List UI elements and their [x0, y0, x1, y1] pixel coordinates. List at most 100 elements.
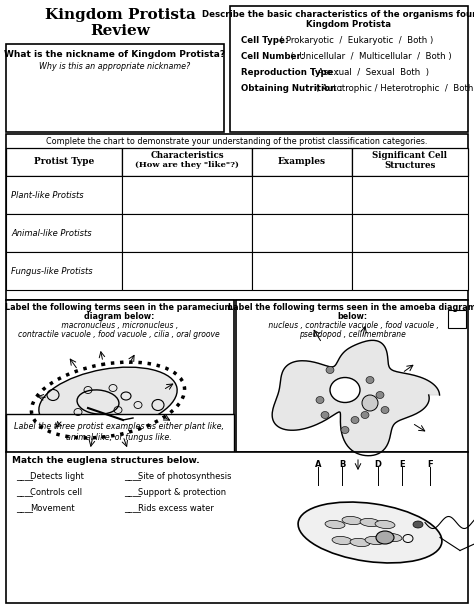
- Ellipse shape: [362, 395, 378, 411]
- Bar: [6, 414, 234, 452]
- Text: A: A: [315, 460, 321, 469]
- Text: Obtaining Nutrition :: Obtaining Nutrition :: [241, 84, 343, 93]
- Bar: [122, 252, 252, 290]
- Ellipse shape: [325, 520, 345, 528]
- Text: contractile vacuole , food vacuole , cilia , oral groove: contractile vacuole , food vacuole , cil…: [18, 330, 220, 339]
- Text: Describe the basic characteristics of the organisms found in: Describe the basic characteristics of th…: [202, 10, 474, 19]
- Text: Rids excess water: Rids excess water: [138, 504, 214, 513]
- Text: Characteristics: Characteristics: [150, 151, 224, 160]
- Ellipse shape: [366, 376, 374, 384]
- Text: B: B: [339, 460, 345, 469]
- Bar: [122, 176, 252, 214]
- Bar: [6, 134, 468, 300]
- Text: (How are they "like"?): (How are they "like"?): [135, 161, 239, 169]
- Ellipse shape: [361, 411, 369, 419]
- Bar: [6, 44, 224, 132]
- Text: ____: ____: [16, 472, 33, 481]
- Ellipse shape: [365, 536, 385, 544]
- Text: Movement: Movement: [30, 504, 74, 513]
- Text: Kingdom Protista: Kingdom Protista: [307, 20, 392, 29]
- Polygon shape: [272, 340, 439, 455]
- Text: Label the following terms seen in the paramecium: Label the following terms seen in the pa…: [5, 303, 233, 312]
- Text: diagram below:: diagram below:: [84, 312, 154, 321]
- Bar: [252, 214, 352, 252]
- Text: Plant-like Protists: Plant-like Protists: [11, 191, 83, 199]
- Bar: [352, 148, 468, 176]
- Ellipse shape: [360, 519, 380, 527]
- Text: ____: ____: [124, 504, 141, 513]
- Text: Why is this an appropriate nickname?: Why is this an appropriate nickname?: [39, 62, 191, 71]
- Bar: [448, 310, 466, 328]
- Text: ( Asexual  /  Sexual  Both  ): ( Asexual / Sexual Both ): [309, 68, 429, 77]
- Ellipse shape: [375, 520, 395, 528]
- Text: Complete the chart to demonstrate your understanding of the protist classificati: Complete the chart to demonstrate your u…: [46, 137, 428, 146]
- Ellipse shape: [316, 397, 324, 403]
- Text: ( Prokaryotic  /  Eukaryotic  /  Both ): ( Prokaryotic / Eukaryotic / Both ): [277, 36, 433, 45]
- Text: Match the euglena structures below.: Match the euglena structures below.: [12, 456, 200, 465]
- Ellipse shape: [413, 521, 423, 528]
- Text: Label the three protist examples as either plant like,: Label the three protist examples as eith…: [14, 422, 224, 431]
- Ellipse shape: [351, 416, 359, 424]
- Text: Fungus-like Protists: Fungus-like Protists: [11, 267, 92, 275]
- Bar: [352, 176, 468, 214]
- Text: macronucleus , micronucleus ,: macronucleus , micronucleus ,: [59, 321, 179, 330]
- Ellipse shape: [341, 427, 349, 433]
- Bar: [352, 214, 468, 252]
- Text: Reproduction Type :: Reproduction Type :: [241, 68, 339, 77]
- Ellipse shape: [376, 531, 394, 544]
- Text: below:: below:: [337, 312, 367, 321]
- Text: ____: ____: [124, 488, 141, 497]
- Text: Structures: Structures: [384, 161, 436, 170]
- Text: Label the following terms seen in the amoeba diagram: Label the following terms seen in the am…: [228, 303, 474, 312]
- Text: E: E: [399, 460, 405, 469]
- Text: F: F: [427, 460, 433, 469]
- Text: Support & protection: Support & protection: [138, 488, 226, 497]
- Text: (  Unicellular  /  Multicellular  /  Both ): ( Unicellular / Multicellular / Both ): [285, 52, 452, 61]
- Text: Significant Cell: Significant Cell: [373, 151, 447, 160]
- Bar: [252, 176, 352, 214]
- Bar: [122, 148, 252, 176]
- Text: ____: ____: [16, 504, 33, 513]
- Text: ____: ____: [124, 472, 141, 481]
- Text: Animal-like Protists: Animal-like Protists: [11, 229, 91, 237]
- Ellipse shape: [330, 378, 360, 403]
- Ellipse shape: [332, 536, 352, 544]
- Ellipse shape: [321, 411, 329, 419]
- Text: D: D: [374, 460, 382, 469]
- Ellipse shape: [39, 367, 177, 433]
- Bar: [6, 148, 122, 176]
- Text: Review: Review: [90, 24, 150, 38]
- Bar: [122, 214, 252, 252]
- Bar: [252, 252, 352, 290]
- Text: animal like, or fungus like.: animal like, or fungus like.: [66, 433, 172, 442]
- Bar: [236, 300, 468, 452]
- Ellipse shape: [382, 533, 402, 541]
- Text: Cell Number:: Cell Number:: [241, 52, 304, 61]
- Text: ____: ____: [16, 488, 33, 497]
- Text: Controls cell: Controls cell: [30, 488, 82, 497]
- Ellipse shape: [376, 392, 384, 398]
- Text: Examples: Examples: [278, 158, 326, 167]
- Text: Site of photosynthesis: Site of photosynthesis: [138, 472, 231, 481]
- Ellipse shape: [350, 538, 370, 547]
- Ellipse shape: [298, 502, 442, 563]
- Bar: [6, 214, 122, 252]
- Text: Protist Type: Protist Type: [34, 158, 94, 167]
- Text: pseudopod , cell membrane: pseudopod , cell membrane: [299, 330, 405, 339]
- Text: ( Autotrophic / Heterotrophic  /  Both ): ( Autotrophic / Heterotrophic / Both ): [313, 84, 474, 93]
- Bar: [252, 148, 352, 176]
- Bar: [352, 252, 468, 290]
- Bar: [230, 6, 468, 132]
- Bar: [6, 452, 468, 603]
- Ellipse shape: [326, 367, 334, 373]
- Text: Cell Type:: Cell Type:: [241, 36, 288, 45]
- Text: What is the nickname of Kingdom Protista?: What is the nickname of Kingdom Protista…: [4, 50, 226, 59]
- Ellipse shape: [342, 516, 362, 525]
- Bar: [6, 300, 234, 452]
- Ellipse shape: [381, 406, 389, 414]
- Text: Kingdom Protista: Kingdom Protista: [45, 8, 195, 22]
- Text: nucleus , contractile vacuole , food vacuole ,: nucleus , contractile vacuole , food vac…: [265, 321, 438, 330]
- Bar: [6, 252, 122, 290]
- Text: Detects light: Detects light: [30, 472, 84, 481]
- Bar: [6, 176, 122, 214]
